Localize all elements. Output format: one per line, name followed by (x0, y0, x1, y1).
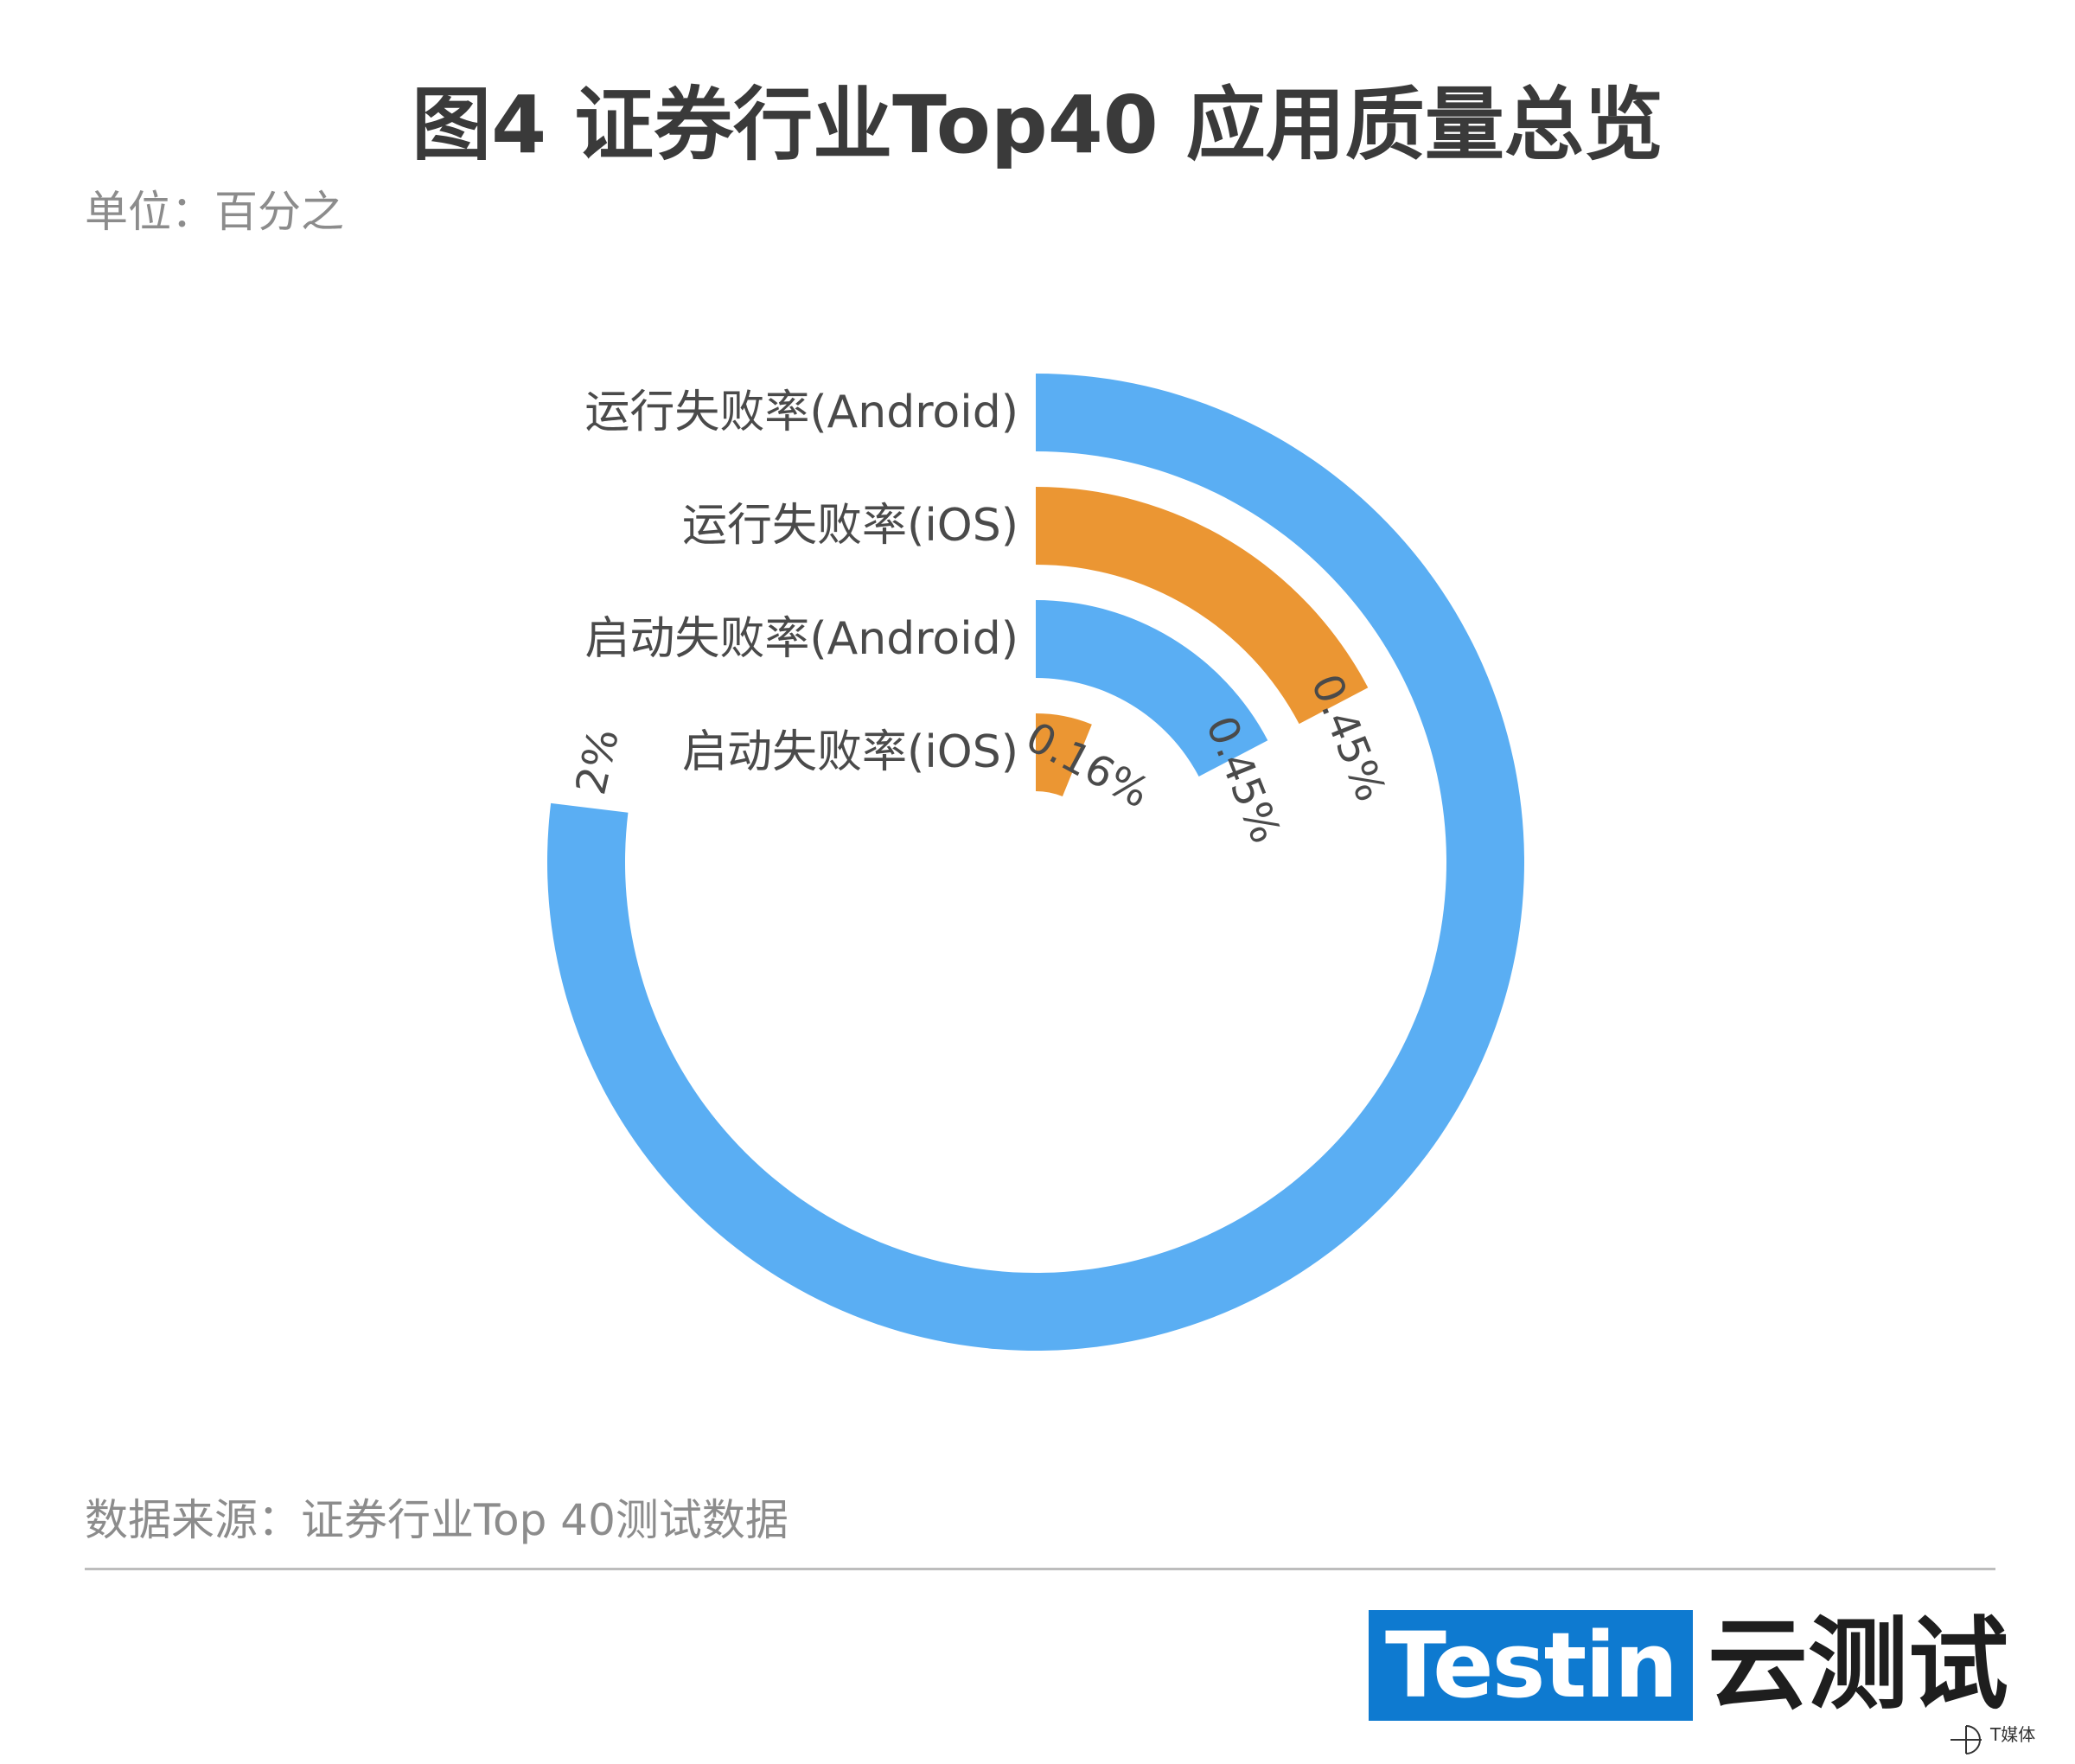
bar-4 (1036, 713, 1092, 797)
unit-label: 单位：百分之 (85, 187, 344, 237)
value-label-2: 0.45% (1301, 668, 1395, 808)
category-label-4: 启动失败率(iOS) (682, 726, 1018, 778)
value-label-1: 2% (566, 724, 629, 799)
divider (85, 1568, 1995, 1570)
category-label-3: 启动失败率(Android) (584, 613, 1018, 665)
watermark-icon (1950, 1725, 1982, 1754)
radial-bar-chart: 运行失败率(Android) 2% 运行失败率(iOS) 0.45% 启动失败率(And… (547, 374, 1525, 1351)
category-label-2: 运行失败率(iOS) (682, 500, 1018, 552)
bar-2 (1036, 487, 1369, 725)
bar-3 (1036, 600, 1268, 777)
chart-title: 图4 证券行业Top40 应用质量总览 (412, 79, 1663, 171)
testin-logo: Testin (1369, 1610, 1693, 1721)
logo-chinese-text: 云测试 (1708, 1607, 2008, 1723)
category-label-1: 运行失败率(Android) (584, 387, 1018, 438)
watermark-text: T媒体 (1990, 1724, 2036, 1745)
value-label-3: 0.45% (1197, 709, 1290, 849)
data-source: 数据来源：证券行业Top 40测试数据 (85, 1495, 788, 1545)
